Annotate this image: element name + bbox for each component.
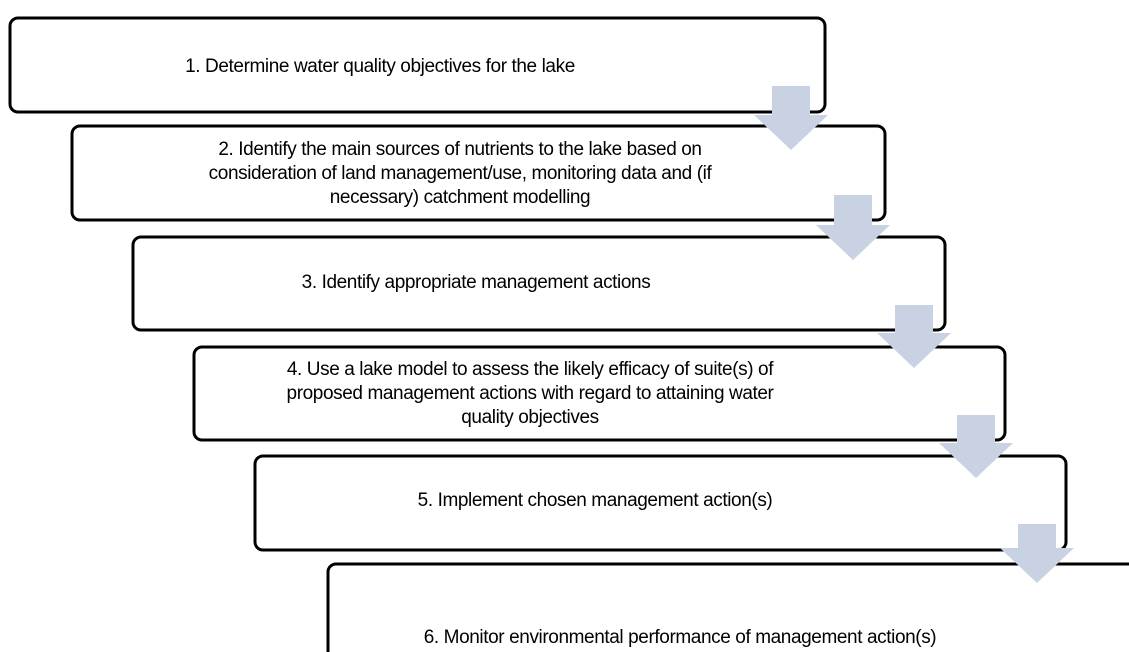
down-arrow — [816, 195, 890, 260]
step-text: necessary) catchment modelling — [330, 187, 590, 208]
step-box — [326, 562, 1129, 652]
down-arrow — [754, 86, 828, 150]
step-text: 5. Implement chosen management action(s) — [418, 490, 773, 511]
step-text: proposed management actions with regard … — [287, 383, 775, 404]
step-box — [131, 235, 947, 332]
step-text: 2. Identify the main sources of nutrient… — [218, 139, 701, 160]
down-arrow — [939, 415, 1013, 478]
step-text: consideration of land management/use, mo… — [209, 163, 713, 184]
step-box — [192, 345, 1007, 442]
step-box — [70, 124, 887, 222]
step-box — [8, 16, 827, 114]
step-box — [253, 454, 1068, 552]
step-text: quality objectives — [461, 407, 599, 428]
step-text: 4. Use a lake model to assess the likely… — [287, 359, 774, 380]
step-text: 1. Determine water quality objectives fo… — [185, 56, 575, 77]
step-text: 3. Identify appropriate management actio… — [302, 272, 651, 293]
down-arrow — [877, 305, 951, 368]
step-text: 6. Monitor environmental performance of … — [424, 627, 937, 648]
down-arrow — [1000, 524, 1074, 583]
